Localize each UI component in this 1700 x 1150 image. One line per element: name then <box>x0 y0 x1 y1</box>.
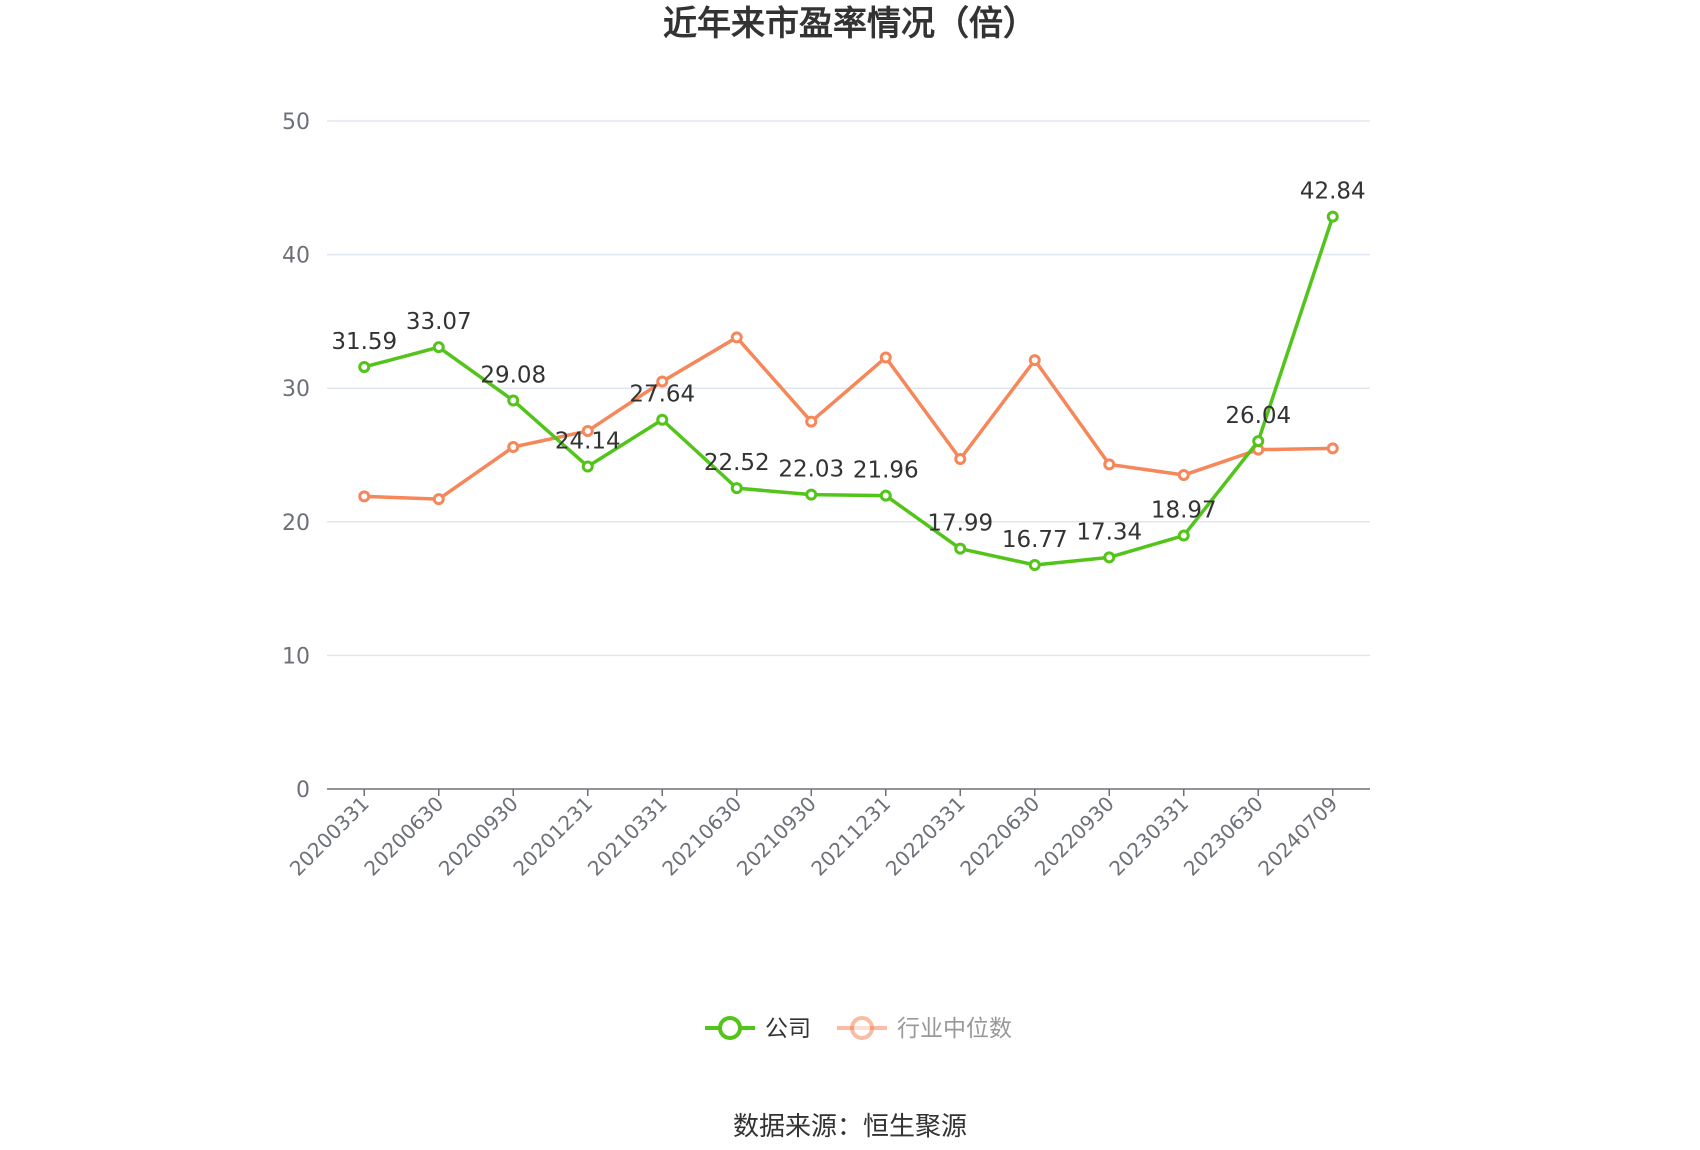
x-tick-label: 20200930 <box>434 792 523 881</box>
legend-item-company[interactable]: 公司 <box>705 1016 811 1042</box>
x-tick-label: 20220630 <box>955 792 1044 881</box>
data-point-industry[interactable] <box>656 375 669 388</box>
data-point-company[interactable] <box>358 360 371 373</box>
data-label: 26.04 <box>1225 403 1291 429</box>
x-tick-label: 20210630 <box>657 792 746 881</box>
data-label: 16.77 <box>1002 527 1068 553</box>
data-label: 22.52 <box>704 450 770 476</box>
data-point-company[interactable] <box>1177 529 1190 542</box>
legend-item-industry[interactable]: 行业中位数 <box>837 1016 1012 1042</box>
data-label: 22.03 <box>778 457 844 483</box>
data-point-industry[interactable] <box>1326 442 1339 455</box>
x-tick-label: 20230331 <box>1104 792 1193 881</box>
data-point-industry[interactable] <box>432 493 445 506</box>
data-point-company[interactable] <box>879 489 892 502</box>
x-tick-label: 20220331 <box>881 792 970 881</box>
data-label: 17.99 <box>927 511 993 537</box>
legend-company-marker <box>718 1016 742 1040</box>
data-point-industry[interactable] <box>954 453 967 466</box>
data-point-company[interactable] <box>954 542 967 555</box>
data-label: 42.84 <box>1300 179 1366 205</box>
series-line-industry <box>364 335 1333 501</box>
x-tick-label: 20210930 <box>732 792 821 881</box>
x-tick-label: 20210331 <box>583 792 672 881</box>
y-tick-label: 20 <box>282 511 310 536</box>
x-tick-label: 20200630 <box>359 792 448 881</box>
y-tick-label: 50 <box>282 110 310 135</box>
x-tick-label: 20200331 <box>285 792 374 881</box>
legend: 公司 行业中位数 <box>705 1016 1012 1042</box>
x-tick-label: 20211231 <box>806 792 895 881</box>
y-tick-label: 0 <box>296 778 310 803</box>
data-point-industry[interactable] <box>358 490 371 503</box>
x-tick-label: 20240709 <box>1253 792 1342 881</box>
y-tick-label: 30 <box>282 377 310 402</box>
data-label: 33.07 <box>406 309 472 335</box>
source-note: 数据来源：恒生聚源 <box>733 1112 967 1142</box>
series-layer <box>358 210 1339 571</box>
data-point-company[interactable] <box>1326 210 1339 223</box>
data-label: 24.14 <box>555 428 621 454</box>
data-point-industry[interactable] <box>507 440 520 453</box>
data-point-company[interactable] <box>1103 551 1116 564</box>
x-tick-label: 20230630 <box>1179 792 1268 881</box>
series-line-company <box>363 216 1335 567</box>
data-point-industry[interactable] <box>1028 354 1041 367</box>
y-tick-label: 10 <box>282 644 310 669</box>
legend-company-label: 公司 <box>765 1016 811 1042</box>
data-point-industry[interactable] <box>581 424 594 437</box>
data-label: 31.59 <box>331 329 397 355</box>
data-point-company[interactable] <box>1252 435 1265 448</box>
data-point-company[interactable] <box>581 460 594 473</box>
data-point-company[interactable] <box>432 341 445 354</box>
data-label: 27.64 <box>629 382 695 408</box>
data-point-industry[interactable] <box>879 351 892 364</box>
chart-title: 近年来市盈率情况（倍） <box>663 4 1037 44</box>
data-point-industry[interactable] <box>805 415 818 428</box>
legend-industry-label: 行业中位数 <box>897 1016 1012 1042</box>
data-point-industry[interactable] <box>1177 469 1190 482</box>
x-tick-label: 20220930 <box>1030 792 1119 881</box>
data-point-industry[interactable] <box>730 331 743 344</box>
data-labels: 31.59 33.07 29.08 24.14 27.64 22.52 22.03 21.96… <box>331 179 1365 553</box>
legend-industry-marker <box>850 1016 874 1040</box>
x-tick-label: 20201231 <box>508 792 597 881</box>
x-axis: 2020033120200630202009302020123120210331… <box>285 788 1370 881</box>
data-point-company[interactable] <box>656 413 669 426</box>
data-point-company[interactable] <box>805 488 818 501</box>
data-point-company[interactable] <box>1028 558 1041 571</box>
data-point-industry[interactable] <box>1103 458 1116 471</box>
y-tick-label: 40 <box>282 244 310 269</box>
data-label: 29.08 <box>480 362 546 388</box>
data-point-company[interactable] <box>507 394 520 407</box>
data-label: 18.97 <box>1151 498 1217 524</box>
data-label: 17.34 <box>1076 519 1142 545</box>
data-point-company[interactable] <box>730 482 743 495</box>
data-label: 21.96 <box>853 458 919 484</box>
